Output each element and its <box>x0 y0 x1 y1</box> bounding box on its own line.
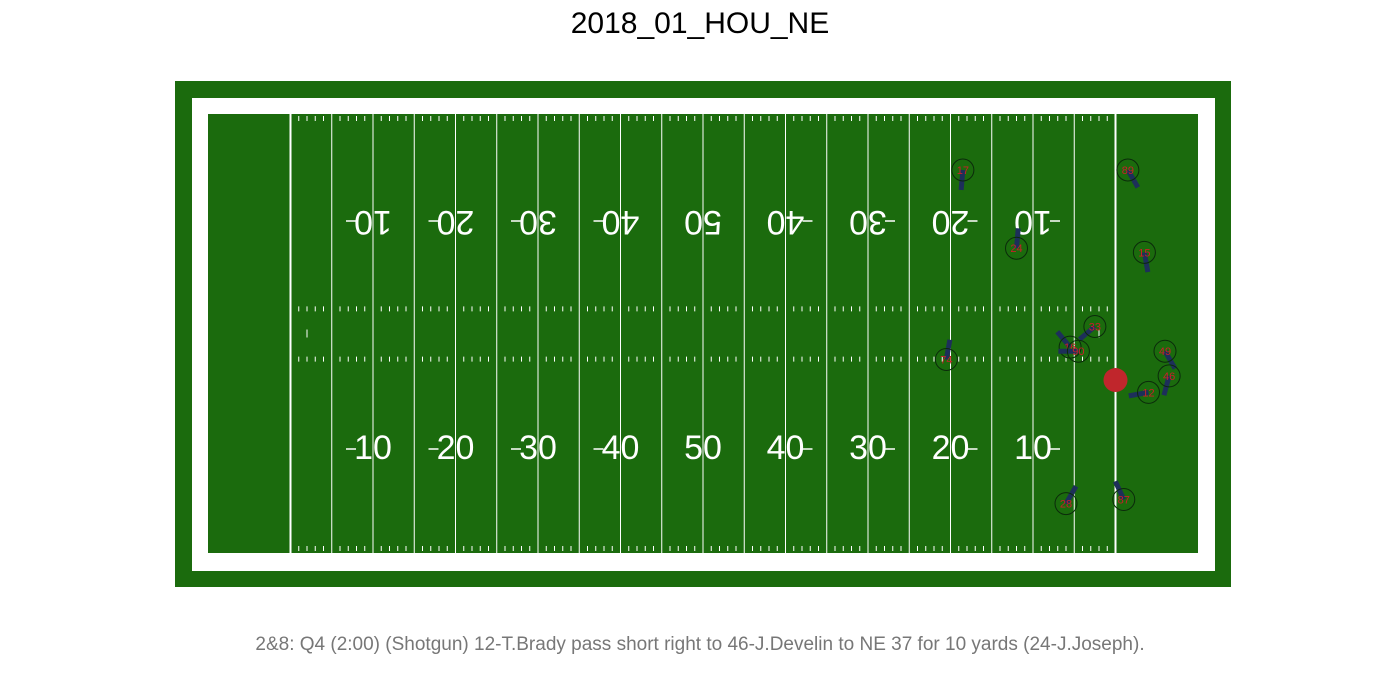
player-direction <box>1125 168 1141 189</box>
player-circle <box>1132 240 1156 264</box>
yard-number-top: 10 <box>1014 203 1052 241</box>
player-circle <box>1083 314 1107 338</box>
player-direction <box>958 169 966 191</box>
yard-number-top: 20 <box>932 203 970 241</box>
player-jersey-number: 74 <box>940 354 952 366</box>
player-circle <box>1137 380 1160 404</box>
player-direction <box>1141 251 1151 273</box>
player-direction <box>1063 485 1079 505</box>
player-direction <box>1014 228 1021 249</box>
yard-numbers: 10 10 20 20 30 30 40 40 50 50 40 40 30 30 20 20 10 10 <box>346 203 1060 467</box>
yard-number-bottom: 30 <box>849 429 887 467</box>
player-jersey-number: 28 <box>1060 498 1072 510</box>
player-marker: 90 <box>1058 339 1090 363</box>
player-jersey-number: 15 <box>1138 247 1150 259</box>
yard-number-bottom: 20 <box>437 429 475 467</box>
player-circle <box>1112 487 1136 511</box>
player-marker: 33 <box>1077 314 1107 342</box>
player-marker: 74 <box>934 339 958 371</box>
player-direction <box>1077 324 1097 342</box>
yard-number-top: 40 <box>767 203 805 241</box>
player-marker: 28 <box>1054 485 1079 516</box>
yard-number-top: 30 <box>849 203 887 241</box>
player-direction <box>1113 480 1127 501</box>
player-marker: 17 <box>951 158 975 191</box>
player-jersey-number: 24 <box>1010 243 1022 255</box>
player-marker: 89 <box>1116 158 1141 189</box>
player-jersey-number: 49 <box>1159 346 1171 358</box>
yard-number-top: 40 <box>602 203 640 241</box>
player-jersey-number: 17 <box>957 165 969 177</box>
player-jersey-number: 90 <box>1072 346 1084 358</box>
player-marker: 46 <box>1157 364 1181 396</box>
player-circle <box>1116 158 1140 182</box>
player-direction <box>1128 389 1149 399</box>
yard-number-bottom: 30 <box>519 429 557 467</box>
player-jersey-number: 46 <box>1163 371 1175 383</box>
yard-number-bottom: 10 <box>354 429 392 467</box>
yard-number-top: 50 <box>684 203 722 241</box>
player-circle <box>1157 364 1181 388</box>
yard-number-top: 20 <box>437 203 475 241</box>
player-marker: 15 <box>1132 240 1156 273</box>
yard-number-top: 30 <box>519 203 557 241</box>
play-description: 2&8: Q4 (2:00) (Shotgun) 12-T.Brady pass… <box>255 634 1145 655</box>
player-circle <box>1054 492 1078 516</box>
football-ball <box>1103 368 1128 393</box>
yard-number-bottom: 10 <box>1014 429 1052 467</box>
player-circle <box>934 347 958 371</box>
player-marker: 12 <box>1128 380 1160 404</box>
play-title: 2018_01_HOU_NE <box>570 7 830 40</box>
player-jersey-number: 33 <box>1089 321 1101 333</box>
player-jersey-number: 89 <box>1122 165 1134 177</box>
yard-number-bottom: 50 <box>684 429 722 467</box>
player-direction <box>943 339 953 360</box>
yard-number-bottom: 40 <box>602 429 640 467</box>
field-lines <box>289 114 1117 553</box>
player-jersey-number: 87 <box>1118 494 1130 506</box>
player-direction <box>1161 375 1172 396</box>
player-marker: 87 <box>1112 480 1136 511</box>
yard-number-top: 10 <box>354 203 392 241</box>
player-circle <box>1066 339 1090 363</box>
player-circle <box>951 158 975 182</box>
yard-number-bottom: 20 <box>932 429 970 467</box>
player-jersey-number: 12 <box>1142 387 1154 399</box>
player-direction <box>1055 330 1073 349</box>
yard-number-bottom: 40 <box>767 429 805 467</box>
player-marker: 24 <box>1005 228 1028 260</box>
player-circle <box>1153 339 1177 363</box>
player-circle <box>1005 236 1028 260</box>
